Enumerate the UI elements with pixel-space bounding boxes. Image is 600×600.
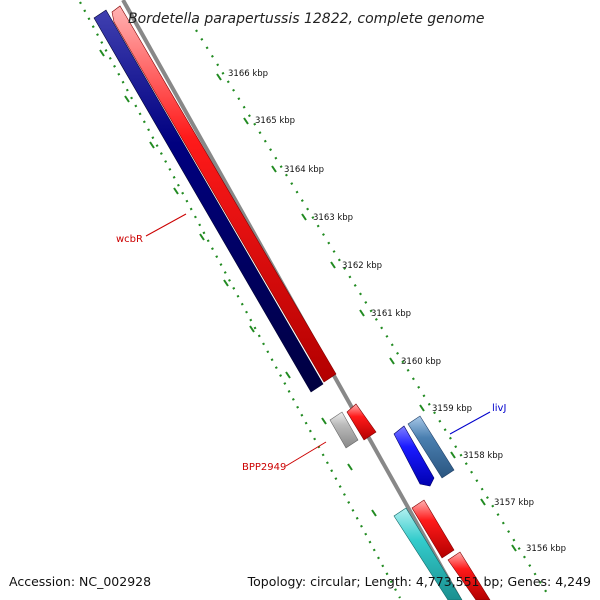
kbp-label: 3164 kbp	[284, 165, 324, 175]
kbp-label: 3161 kbp	[371, 309, 411, 319]
navy-feature-bar	[93, 9, 324, 393]
cyan-feature-arrow	[393, 507, 463, 600]
gene-label-BPP2949[interactable]: BPP2949	[242, 462, 286, 473]
kbp-label: 3165 kbp	[255, 116, 295, 126]
kbp-label: 3163 kbp	[313, 213, 353, 223]
gene-label-livJ[interactable]: livJ	[492, 403, 506, 414]
red-feature-arrow-lower	[411, 499, 455, 559]
map-title: Bordetella parapertussis 12822, complete…	[128, 11, 484, 27]
livJ-callout-line	[449, 411, 491, 435]
blue-feature-arrow	[393, 425, 435, 487]
red-feature-arrow-small	[346, 403, 377, 441]
kbp-label: 3160 kbp	[401, 357, 441, 367]
kbp-label: 3159 kbp	[432, 404, 472, 414]
red-feature-arrow-wcbR	[111, 5, 337, 383]
red-feature-arrow-bottom	[447, 551, 491, 600]
kbp-scale-labels: 3166 kbp 3165 kbp 3164 kbp 3163 kbp 3162…	[228, 69, 566, 554]
inner-ruler-major-ticks	[216, 73, 517, 552]
grey-feature-BPP2949	[329, 411, 359, 449]
kbp-label: 3158 kbp	[463, 451, 503, 461]
accession-text: Accession: NC_002928	[9, 574, 152, 589]
gene-label-wcbR[interactable]: wcbR	[116, 234, 143, 245]
kbp-label: 3157 kbp	[494, 498, 534, 508]
steel-feature-livJ	[407, 415, 455, 479]
BPP2949-callout-line	[285, 441, 327, 467]
kbp-label: 3166 kbp	[228, 69, 268, 79]
outer-dotted-ruler	[79, 1, 401, 599]
kbp-label: 3156 kbp	[526, 544, 566, 554]
wcbR-callout-line	[145, 213, 187, 237]
genome-summary-text: Topology: circular; Length: 4,773,551 bp…	[247, 574, 591, 589]
outer-ruler-major-ticks	[99, 49, 377, 517]
inner-dotted-ruler	[195, 29, 551, 599]
kbp-label: 3162 kbp	[342, 261, 382, 271]
